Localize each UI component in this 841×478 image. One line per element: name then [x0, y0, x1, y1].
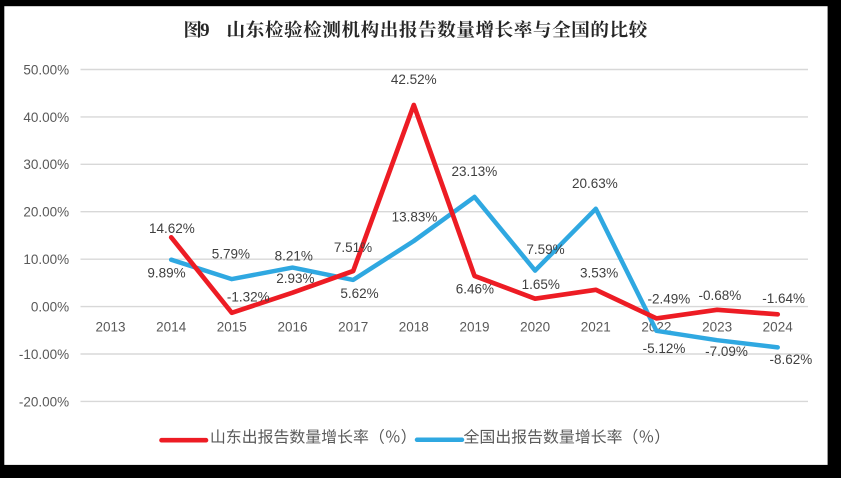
svg-text:-1.32%: -1.32%: [227, 290, 270, 305]
svg-text:40.00%: 40.00%: [23, 110, 69, 125]
svg-text:10.00%: 10.00%: [23, 252, 69, 267]
svg-text:2020: 2020: [520, 320, 550, 335]
svg-text:20.00%: 20.00%: [23, 205, 69, 220]
svg-text:9: 9: [200, 20, 209, 41]
svg-text:2.93%: 2.93%: [276, 271, 314, 286]
svg-text:-7.09%: -7.09%: [705, 344, 748, 359]
svg-text:-10.00%: -10.00%: [19, 347, 69, 362]
svg-text:30.00%: 30.00%: [23, 157, 69, 172]
svg-text:8.21%: 8.21%: [275, 249, 313, 264]
svg-text:13.83%: 13.83%: [392, 210, 438, 225]
svg-text:2015: 2015: [217, 320, 247, 335]
svg-text:42.52%: 42.52%: [391, 72, 437, 87]
svg-text:14.62%: 14.62%: [149, 221, 195, 236]
svg-text:20.63%: 20.63%: [572, 176, 618, 191]
svg-text:-1.64%: -1.64%: [762, 291, 805, 306]
svg-text:-0.68%: -0.68%: [699, 288, 742, 303]
svg-text:5.79%: 5.79%: [212, 246, 250, 261]
svg-text:-2.49%: -2.49%: [648, 292, 691, 307]
svg-text:23.13%: 23.13%: [452, 164, 498, 179]
svg-text:2021: 2021: [581, 320, 611, 335]
svg-text:2019: 2019: [459, 320, 489, 335]
svg-text:2023: 2023: [702, 320, 732, 335]
svg-text:-20.00%: -20.00%: [19, 394, 69, 409]
svg-text:2013: 2013: [95, 320, 125, 335]
svg-text:2016: 2016: [277, 320, 307, 335]
svg-text:50.00%: 50.00%: [23, 62, 69, 77]
svg-text:0.00%: 0.00%: [31, 300, 69, 315]
svg-text:7.51%: 7.51%: [334, 240, 372, 255]
svg-text:9.89%: 9.89%: [147, 266, 185, 281]
svg-text:2017: 2017: [338, 320, 368, 335]
svg-text:-5.12%: -5.12%: [643, 341, 686, 356]
svg-text:7.59%: 7.59%: [526, 242, 564, 257]
svg-text:3.53%: 3.53%: [580, 266, 618, 281]
svg-text:5.62%: 5.62%: [340, 286, 378, 301]
svg-text:2014: 2014: [156, 320, 187, 335]
svg-text:6.46%: 6.46%: [456, 281, 494, 296]
svg-text:1.65%: 1.65%: [522, 277, 560, 292]
svg-text:2018: 2018: [399, 320, 429, 335]
svg-text:-8.62%: -8.62%: [770, 352, 813, 367]
svg-text:2024: 2024: [763, 320, 794, 335]
